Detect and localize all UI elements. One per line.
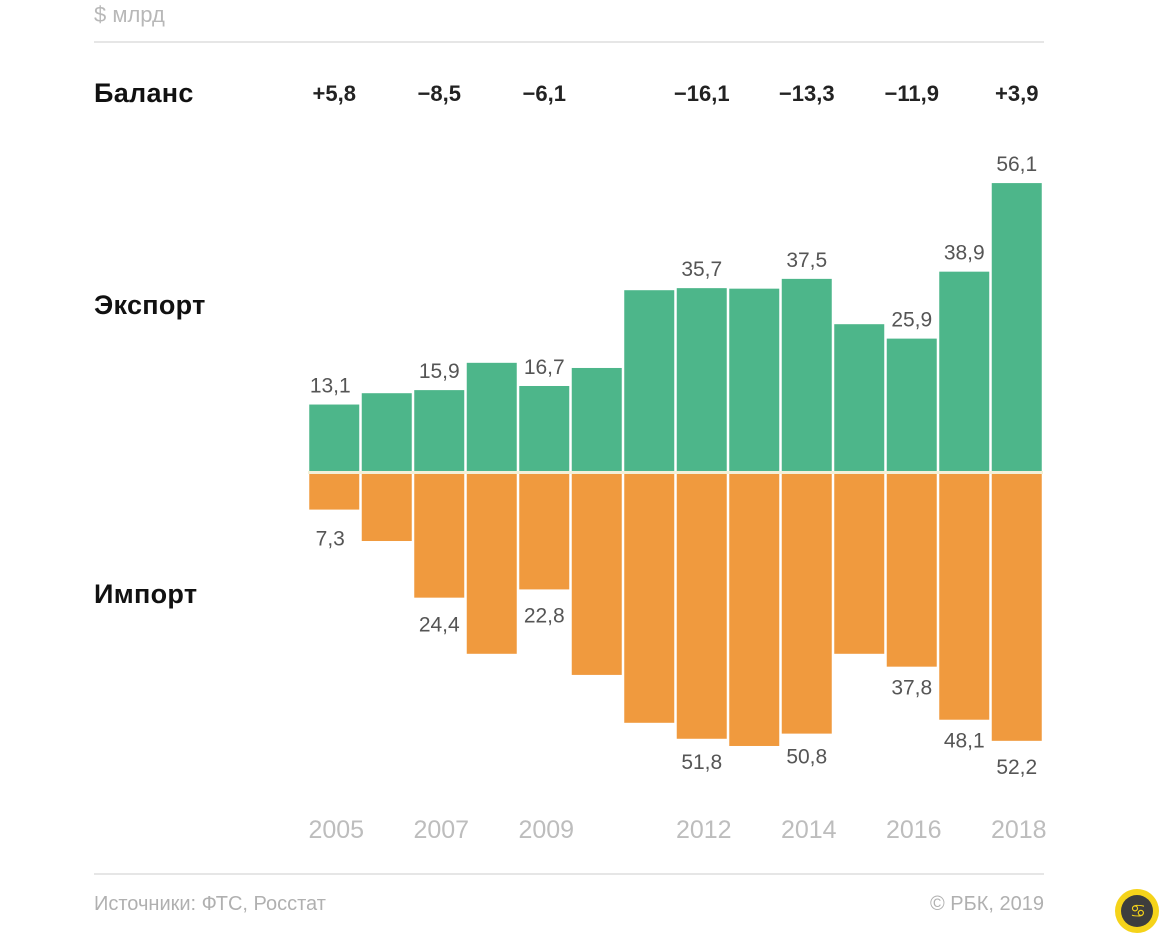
import-bar-2016 — [886, 474, 937, 667]
import-value-label-2009: 22,8 — [524, 604, 565, 627]
export-value-label-2014: 37,5 — [786, 249, 827, 272]
export-value-label-2005: 13,1 — [310, 375, 351, 398]
x-tick-label-2012: 2012 — [676, 816, 732, 844]
import-value-label-2012: 51,8 — [681, 751, 722, 774]
bottom-divider — [94, 873, 1044, 875]
copyright-note: © РБК, 2019 — [929, 893, 1044, 915]
export-value-label-2017: 38,9 — [944, 242, 985, 265]
labels-group: 13,1 15,9 16,7 35,7 37,5 25,9 38,9 56,1 7,3 24,4 2… — [308, 81, 1046, 844]
import-bar-2015 — [834, 474, 885, 654]
x-tick-label-2018: 2018 — [991, 816, 1047, 844]
x-tick-label-2016: 2016 — [886, 816, 942, 844]
balance-value-2018: +3,9 — [995, 81, 1038, 106]
import-bar-2018 — [991, 474, 1042, 741]
import-value-label-2016: 37,8 — [891, 677, 932, 700]
export-bar-2007 — [414, 390, 465, 472]
export-value-label-2018: 56,1 — [996, 153, 1037, 176]
import-bar-2014 — [781, 474, 832, 734]
x-tick-label-2007: 2007 — [413, 816, 469, 844]
export-row-label: Экспорт — [94, 290, 206, 320]
import-value-label-2005: 7,3 — [316, 528, 345, 551]
export-bar-2010 — [571, 367, 622, 472]
import-bar-2017 — [939, 474, 990, 720]
import-bar-2011 — [624, 474, 675, 723]
zero-baseline — [308, 471, 1043, 474]
import-bar-2009 — [519, 474, 570, 590]
bars-group — [308, 183, 1043, 746]
import-bar-2006 — [361, 474, 412, 542]
export-bar-2006 — [361, 393, 412, 472]
import-bar-2013 — [729, 474, 780, 746]
import-value-label-2007: 24,4 — [419, 614, 460, 637]
import-row-label: Импорт — [94, 579, 198, 609]
x-tick-label-2009: 2009 — [518, 816, 574, 844]
export-bar-2017 — [939, 271, 990, 472]
import-value-label-2014: 50,8 — [786, 746, 827, 769]
export-bar-2018 — [991, 183, 1042, 472]
x-tick-label-2005: 2005 — [308, 816, 364, 844]
import-bar-2010 — [571, 474, 622, 675]
export-value-label-2007: 15,9 — [419, 360, 460, 383]
export-bar-2015 — [834, 324, 885, 472]
import-bar-2012 — [676, 474, 727, 739]
import-value-label-2018: 52,2 — [996, 756, 1037, 779]
export-bar-2012 — [676, 288, 727, 472]
balance-value-2009: −6,1 — [523, 81, 566, 106]
export-bar-2009 — [519, 385, 570, 472]
export-bar-2005 — [309, 404, 360, 472]
export-bar-2014 — [781, 278, 832, 472]
import-bar-2007 — [414, 474, 465, 598]
export-value-label-2016: 25,9 — [891, 309, 932, 332]
balance-value-2012: −16,1 — [674, 81, 730, 106]
balance-value-2014: −13,3 — [779, 81, 835, 106]
export-bar-2008 — [466, 362, 517, 472]
export-bar-2016 — [886, 338, 937, 472]
x-tick-label-2014: 2014 — [781, 816, 837, 844]
balance-row-label: Баланс — [94, 78, 194, 108]
unit-label: $ млрд — [94, 2, 165, 27]
import-value-label-2017: 48,1 — [944, 730, 985, 753]
export-value-label-2012: 35,7 — [681, 258, 722, 281]
export-bar-2011 — [624, 290, 675, 472]
export-bar-2013 — [729, 288, 780, 472]
cancer-zodiac-logo-icon: ♋ — [1115, 889, 1159, 933]
source-note: Источники: ФТС, Росстат — [94, 893, 326, 915]
top-divider — [94, 41, 1044, 43]
balance-value-2005: +5,8 — [313, 81, 356, 106]
balance-value-2016: −11,9 — [885, 81, 939, 106]
import-bar-2008 — [466, 474, 517, 654]
export-value-label-2009: 16,7 — [524, 356, 565, 379]
balance-value-2007: −8,5 — [418, 81, 461, 106]
logo-glyph: ♋ — [1121, 895, 1153, 927]
import-bar-2005 — [309, 474, 360, 510]
